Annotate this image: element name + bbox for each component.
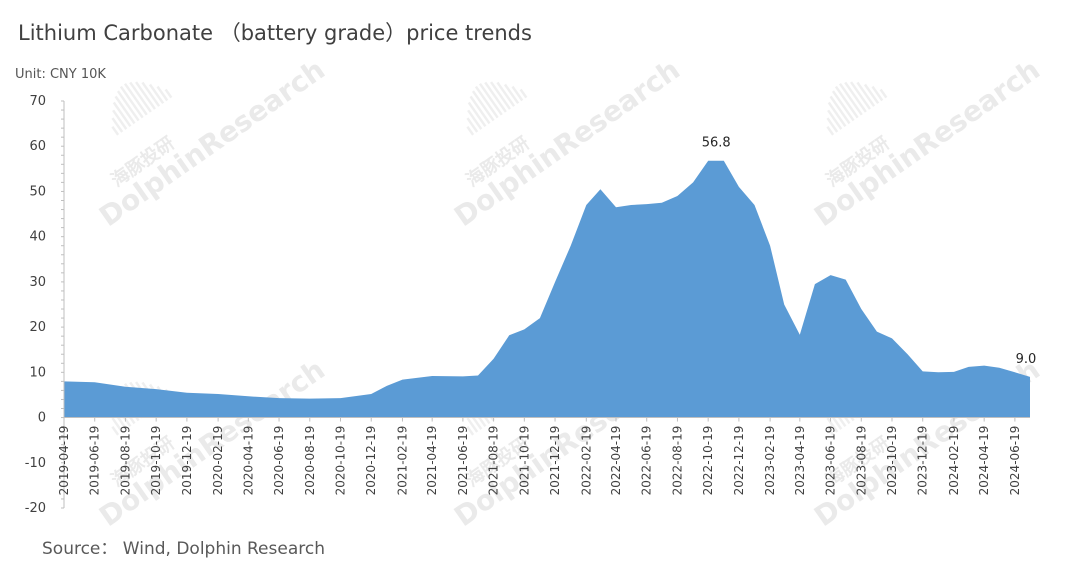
y-tick-label: 30 (29, 275, 46, 290)
x-tick-label: 2019-04-19 (57, 426, 71, 496)
x-tick-label: 2020-12-19 (364, 426, 378, 496)
svg-text:DolphinResearch: DolphinResearch (808, 53, 1046, 233)
y-tick-label: 70 (29, 94, 46, 109)
x-tick-label: 2023-10-19 (885, 426, 899, 496)
x-tick-label: 2020-02-19 (211, 426, 225, 496)
source-note: Source： Wind, Dolphin Research (42, 539, 325, 559)
x-tick-label: 2023-08-19 (854, 426, 868, 496)
x-tick-label: 2023-04-19 (793, 426, 807, 496)
chart-title: Lithium Carbonate （battery grade）price t… (18, 21, 532, 45)
y-tick-label: 10 (29, 365, 46, 380)
x-tick-label: 2020-06-19 (272, 426, 286, 496)
x-tick-label: 2020-08-19 (303, 426, 317, 496)
x-tick-label: 2020-10-19 (334, 426, 348, 496)
x-tick-label: 2022-04-19 (609, 426, 623, 496)
price-area (64, 160, 1030, 418)
x-tick-label: 2022-02-19 (579, 426, 593, 496)
x-tick-label: 2023-12-19 (916, 426, 930, 496)
y-tick-label: 0 (38, 411, 46, 426)
x-tick-label: 2022-06-19 (640, 426, 654, 496)
y-tick-label: 40 (29, 230, 46, 245)
x-tick-label: 2019-08-19 (118, 426, 132, 496)
x-tick-label: 2019-12-19 (180, 426, 194, 496)
y-tick-label: -20 (25, 501, 46, 516)
data-label: 9.0 (1016, 352, 1037, 367)
x-tick-label: 2019-06-19 (88, 426, 102, 496)
x-tick-label: 2023-02-19 (763, 426, 777, 496)
x-tick-label: 2019-10-19 (149, 426, 163, 496)
x-tick-label: 2024-06-19 (1008, 426, 1022, 496)
x-tick-label: 2024-02-19 (947, 426, 961, 496)
y-tick-label: 50 (29, 184, 46, 199)
x-tick-label: 2021-12-19 (548, 426, 562, 496)
x-tick-label: 2021-04-19 (425, 426, 439, 496)
x-tick-label: 2020-04-19 (241, 426, 255, 496)
x-tick-label: 2021-06-19 (456, 426, 470, 496)
x-tick-label: 2022-12-19 (732, 426, 746, 496)
data-label: 56.8 (702, 136, 731, 151)
x-tick-label: 2024-04-19 (977, 426, 991, 496)
x-tick-label: 2021-10-19 (517, 426, 531, 496)
y-tick-label: -10 (25, 456, 46, 471)
x-tick-label: 2022-08-19 (670, 426, 684, 496)
y-tick-label: 60 (29, 139, 46, 154)
unit-label: Unit: CNY 10K (15, 67, 106, 82)
x-tick-label: 2021-02-19 (396, 426, 410, 496)
x-tick-label: 2022-10-19 (701, 426, 715, 496)
x-tick-label: 2021-08-19 (487, 426, 501, 496)
svg-text:DolphinResearch: DolphinResearch (93, 53, 331, 233)
x-tick-label: 2023-06-19 (824, 426, 838, 496)
y-tick-label: 20 (29, 320, 46, 335)
